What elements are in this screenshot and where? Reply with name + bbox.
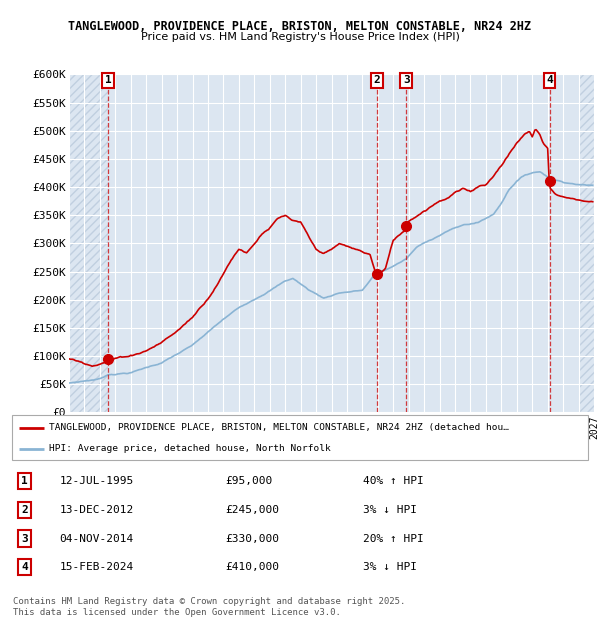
Text: TANGLEWOOD, PROVIDENCE PLACE, BRISTON, MELTON CONSTABLE, NR24 2HZ (detached hou…: TANGLEWOOD, PROVIDENCE PLACE, BRISTON, M… <box>49 423 509 432</box>
Text: £330,000: £330,000 <box>225 534 279 544</box>
Text: 3% ↓ HPI: 3% ↓ HPI <box>364 505 418 515</box>
Text: 20% ↑ HPI: 20% ↑ HPI <box>364 534 424 544</box>
Text: HPI: Average price, detached house, North Norfolk: HPI: Average price, detached house, Nort… <box>49 445 331 453</box>
Text: 12-JUL-1995: 12-JUL-1995 <box>59 476 133 486</box>
Text: 04-NOV-2014: 04-NOV-2014 <box>59 534 133 544</box>
Text: 13-DEC-2012: 13-DEC-2012 <box>59 505 133 515</box>
Text: 4: 4 <box>21 562 28 572</box>
Text: 4: 4 <box>546 75 553 85</box>
Bar <box>578 74 594 412</box>
Text: 2: 2 <box>21 505 28 515</box>
Text: 15-FEB-2024: 15-FEB-2024 <box>59 562 133 572</box>
Text: 1: 1 <box>104 75 112 85</box>
Text: 3% ↓ HPI: 3% ↓ HPI <box>364 562 418 572</box>
Text: 3: 3 <box>21 534 28 544</box>
Text: 1: 1 <box>21 476 28 486</box>
Text: £410,000: £410,000 <box>225 562 279 572</box>
Text: Contains HM Land Registry data © Crown copyright and database right 2025.
This d: Contains HM Land Registry data © Crown c… <box>13 598 406 617</box>
Text: 2: 2 <box>374 75 380 85</box>
Text: 3: 3 <box>403 75 410 85</box>
Text: £245,000: £245,000 <box>225 505 279 515</box>
Text: 40% ↑ HPI: 40% ↑ HPI <box>364 476 424 486</box>
Text: £95,000: £95,000 <box>225 476 272 486</box>
Bar <box>69 74 108 412</box>
Text: TANGLEWOOD, PROVIDENCE PLACE, BRISTON, MELTON CONSTABLE, NR24 2HZ: TANGLEWOOD, PROVIDENCE PLACE, BRISTON, M… <box>68 20 532 33</box>
Text: Price paid vs. HM Land Registry's House Price Index (HPI): Price paid vs. HM Land Registry's House … <box>140 32 460 42</box>
